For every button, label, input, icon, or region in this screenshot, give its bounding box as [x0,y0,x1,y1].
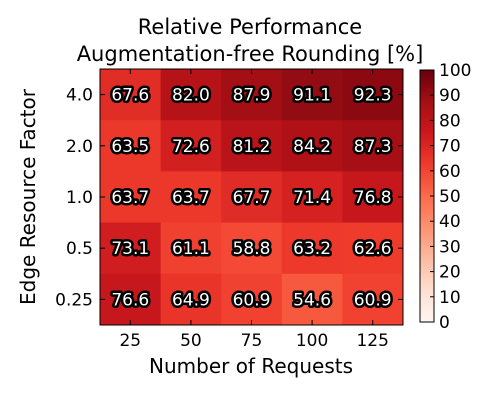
y-tick-label: 4.0 [66,86,93,106]
cell-value-label: 71.4 [293,188,331,208]
cell-value-label: 67.6 [111,86,149,106]
y-tick-label: 0.5 [66,239,93,259]
cell-value-label: 54.6 [293,290,331,310]
heatmap-cell [221,171,283,224]
y-axis-label: Edge Resource Factor [16,88,40,305]
cell-value-label: 60.9 [233,290,271,310]
x-tick-label: 50 [180,331,202,351]
colorbar-tick-label: 40 [439,212,461,232]
colorbar-tick-label: 30 [439,237,461,257]
x-tick-label: 25 [119,331,141,351]
y-tick-label: 2.0 [66,137,93,157]
cell-value-label: 73.1 [111,239,149,259]
x-tick-label: 125 [356,331,388,351]
heatmap-cell-labels: 67.6 82.0 87.9 91.1 92.3 63.5 72.6 81.2 84.2 87.3… [109,83,394,313]
colorbar-tick-label: 20 [439,263,461,283]
heatmap-cell [100,273,162,326]
heatmap-cell [342,171,404,224]
cell-value-label: 64.9 [172,290,210,310]
cell-value-label: 76.8 [354,188,392,208]
heatmap-cell [342,120,404,172]
cell-value-label: 60.9 [354,290,392,310]
y-axis-ticks: 4.0 2.0 1.0 0.5 0.25 [55,86,403,310]
cell-value-label: 63.2 [293,239,331,259]
heatmap-cell [160,273,222,326]
chart-title-line-2: Augmentation-free Rounding [%] [77,42,424,66]
colorbar-tick-label: 70 [439,137,461,157]
cell-value-label: 87.9 [233,86,271,106]
x-axis-label: Number of Requests [149,354,353,378]
cell-value-label: 76.6 [111,290,149,310]
cell-value-label: 91.1 [293,86,331,106]
heatmap-cell [221,69,283,121]
colorbar-tick-label: 10 [439,288,461,308]
colorbar-tick-label: 0 [439,313,450,333]
cell-value-label: 58.8 [233,239,271,259]
heatmap-cell [342,222,404,275]
cell-value-label: 62.6 [354,239,392,259]
cell-value-label: 72.6 [172,137,210,157]
chart-title-line-1: Relative Performance [138,15,362,39]
heatmap-cell [160,120,222,172]
cell-value-label: 67.7 [233,188,271,208]
heatmap-cell [160,69,222,121]
cell-value-label: 92.3 [354,86,392,106]
colorbar-tick-label: 50 [439,187,461,207]
cell-value-label: 61.1 [172,239,210,259]
y-tick-label: 1.0 [66,188,93,208]
x-tick-label: 100 [296,331,328,351]
x-tick-label: 75 [241,331,263,351]
heatmap-cell [342,273,404,326]
heatmap-cell [281,273,343,326]
heatmap-cell [100,171,162,224]
colorbar-tick-label: 60 [439,162,461,182]
heatmap-cell [100,69,162,121]
y-tick-label: 0.25 [55,290,93,310]
heatmap-cell [100,120,162,172]
heatmap-cells [100,69,404,326]
heatmap-cell [281,120,343,172]
heatmap-cell [342,69,404,121]
colorbar-tick-label: 90 [439,86,461,106]
heatmap-cell [281,222,343,275]
heatmap-cell [221,222,283,275]
cell-value-label: 63.7 [172,188,210,208]
heatmap-cell [281,69,343,121]
cell-value-label: 87.3 [354,137,392,157]
heatmap-cell [100,222,162,275]
cell-value-label: 82.0 [172,86,210,106]
colorbar-tick-label: 100 [439,61,471,81]
heatmap-cell [221,273,283,326]
cell-value-label: 81.2 [233,137,271,157]
cell-value-label: 63.7 [111,188,149,208]
colorbar: 0 10 20 30 40 50 60 70 80 90 100 [419,61,471,333]
cell-value-label: 84.2 [293,137,331,157]
heatmap-cell [221,120,283,172]
heatmap-cell [160,171,222,224]
cell-value-label: 63.5 [111,137,149,157]
heatmap-cell [281,171,343,224]
x-axis-ticks: 25 50 75 100 125 [119,69,389,351]
heatmap-cell [160,222,222,275]
colorbar-tick-label: 80 [439,111,461,131]
